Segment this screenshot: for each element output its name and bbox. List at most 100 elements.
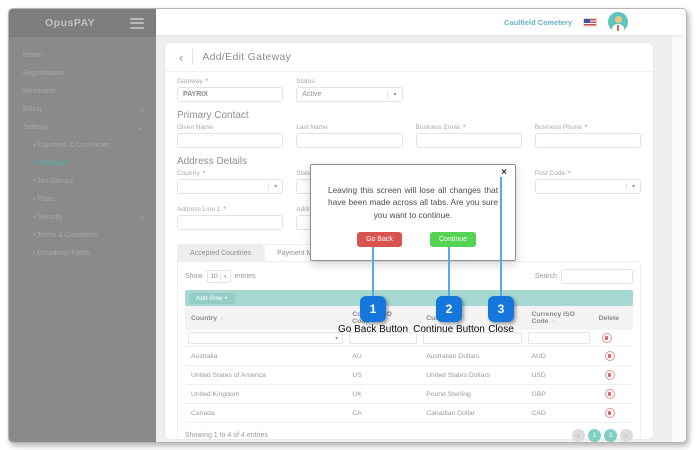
table-row[interactable]: United Kingdom UK Pound Sterling GBP [185, 384, 633, 404]
delete-icon[interactable] [604, 370, 615, 380]
delete-icon[interactable] [601, 333, 612, 343]
annotation-label-2: Continue Button [413, 324, 485, 335]
sidebar-item-label: Plans [33, 196, 55, 203]
status-select[interactable]: Active ▾ [296, 87, 403, 102]
chevron-down-icon: ▾ [335, 335, 339, 342]
sort-icon[interactable]: ↑↓ [372, 319, 376, 325]
dialog-message: Leaving this screen will lose all change… [328, 185, 498, 220]
column-header[interactable]: Country ↑↓ [185, 306, 347, 330]
contact-input[interactable] [177, 133, 284, 148]
sidebar-item-label: Terms & Conditions [33, 232, 98, 239]
sidebar-item[interactable]: Plans [9, 190, 156, 208]
topbar: Caulfield Cemetery [156, 9, 686, 35]
card-header: ‹ Add/Edit Gateway [165, 43, 653, 72]
sidebar-menu: Home Registrations Merchants Billing › [9, 37, 156, 262]
sidebar-item[interactable]: Registrations [9, 64, 156, 82]
sidebar-item-label: Security [33, 214, 62, 221]
sidebar-item[interactable]: Gateways [9, 154, 156, 172]
contact-input[interactable] [534, 133, 641, 148]
table-row[interactable]: Canada CA Canadian Dollar CAD [185, 403, 633, 423]
currency-filter-input[interactable] [423, 332, 523, 344]
chevron-down-icon: ▾ [625, 183, 635, 190]
sidebar-item[interactable]: Security › [9, 208, 156, 226]
column-header[interactable]: Currency ISO Code ↑↓ [525, 306, 593, 330]
sidebar-item[interactable]: Dropdown Fields [9, 244, 156, 262]
pagination: ‹ 1 2 › [572, 429, 633, 442]
sidebar-item-label: Gateways [33, 160, 68, 167]
field-label: Business Phone [534, 124, 582, 131]
gateway-label: Gateway [177, 78, 203, 85]
contact-field: Business Phone * [534, 121, 641, 148]
user-avatar[interactable] [608, 12, 628, 32]
table-row[interactable]: Australia AU Australian Dollars AUD [185, 346, 633, 366]
required-star: * [202, 170, 206, 177]
sidebar-item[interactable]: Billing › [9, 100, 156, 118]
page-button[interactable]: 2 [604, 429, 617, 442]
account-name[interactable]: Caulfield Cemetery [504, 17, 572, 27]
sidebar-item[interactable]: Countries & Currencies [9, 136, 156, 154]
field-label: Last Name [296, 124, 328, 131]
close-icon[interactable]: × [501, 167, 507, 178]
delete-icon[interactable] [604, 389, 615, 399]
sidebar-item[interactable]: Terms & Conditions [9, 226, 156, 244]
sidebar-item[interactable]: Settings ⌄ [9, 118, 156, 136]
annotation-label-1: Go Back Button [337, 324, 409, 335]
currency-iso-cell: AUD [525, 346, 593, 366]
country-select[interactable]: ▾ [177, 179, 284, 194]
annotation-label-3: Close [488, 324, 514, 335]
required-star: * [223, 206, 226, 213]
sidebar-header: OpusPAY [9, 9, 156, 37]
contact-field: Business Email * [415, 121, 522, 148]
currency-iso-filter-input[interactable] [528, 332, 590, 344]
annotation-line-1 [372, 247, 374, 297]
address-line1-input[interactable] [177, 215, 284, 230]
contact-input[interactable] [415, 133, 522, 148]
search-input[interactable] [561, 269, 633, 284]
state-label: State [296, 170, 312, 177]
currency-iso-cell: GBP [525, 384, 593, 404]
go-back-button[interactable]: Go Back [357, 232, 402, 247]
app-logo: OpusPAY [45, 17, 96, 29]
sort-icon[interactable]: ↑↓ [220, 315, 224, 322]
add-row-button[interactable]: Add Row + [189, 292, 235, 304]
column-header[interactable]: Delete [592, 306, 633, 330]
hamburger-menu-icon[interactable] [130, 17, 144, 29]
table-row[interactable]: United States of America US United State… [185, 365, 633, 385]
delete-icon[interactable] [604, 351, 615, 361]
address-details-heading: Address Details [177, 156, 248, 167]
page-button[interactable]: ‹ [572, 429, 585, 442]
status-field: Status Active ▾ [296, 75, 403, 102]
country-label: Country [177, 170, 200, 177]
post-code-label: Post Code [534, 170, 566, 177]
continue-button[interactable]: Continue [430, 232, 477, 247]
table-controls: Show 10 ▾ entries Search [185, 269, 633, 284]
annotation-line-3 [500, 177, 502, 297]
contact-input[interactable] [296, 133, 403, 148]
tab[interactable]: Accepted Countries [177, 244, 265, 261]
country-iso-cell: AU [346, 346, 421, 366]
entries-label: entries [234, 273, 256, 280]
currency-cell: Australian Dollars [420, 346, 526, 366]
country-iso-cell: US [346, 365, 421, 385]
us-flag-icon[interactable] [583, 17, 597, 27]
post-code-select[interactable]: ▾ [534, 179, 641, 194]
sidebar: OpusPAY Home Registrations Merchants [9, 9, 156, 442]
page-button[interactable]: 1 [588, 429, 601, 442]
scrollbar-track[interactable] [671, 35, 686, 442]
country-iso-filter-input[interactable] [349, 332, 418, 344]
page-size-select[interactable]: 10 ▾ [206, 270, 231, 283]
address-line1-label: Address Line 1 [177, 206, 221, 213]
tab-label: Payment Methods [277, 250, 334, 257]
gateway-input[interactable]: PAYRIX [177, 87, 284, 102]
sort-icon[interactable]: ↑↓ [551, 319, 555, 325]
delete-icon[interactable] [604, 408, 615, 418]
sidebar-item[interactable]: Home [9, 46, 156, 64]
currency-cell: United States Dollars [420, 365, 526, 385]
sidebar-item[interactable]: Merchants [9, 82, 156, 100]
field-label: Business Email [415, 124, 460, 131]
sidebar-item[interactable]: Tax Groups [9, 172, 156, 190]
back-button[interactable]: ‹ [179, 49, 184, 65]
country-filter-select[interactable]: ▾ [188, 332, 344, 344]
page-button[interactable]: › [620, 429, 633, 442]
confirm-dialog: × Leaving this screen will lose all chan… [310, 164, 516, 261]
